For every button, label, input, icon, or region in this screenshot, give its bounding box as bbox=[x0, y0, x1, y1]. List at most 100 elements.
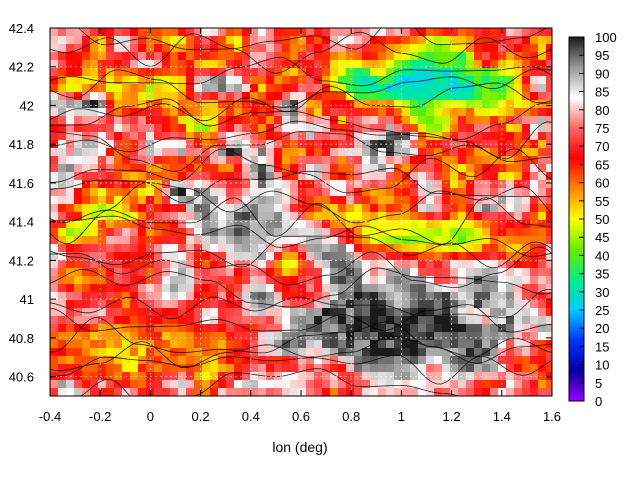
heat-cell bbox=[298, 364, 307, 373]
heat-cell bbox=[58, 316, 67, 325]
heat-cell bbox=[522, 364, 531, 373]
heat-cell bbox=[210, 220, 219, 229]
heat-cell bbox=[506, 148, 515, 157]
heat-cell bbox=[194, 76, 203, 85]
heat-cell bbox=[402, 252, 411, 261]
heat-cell bbox=[394, 380, 403, 389]
heat-cell bbox=[266, 180, 275, 189]
heat-cell bbox=[522, 308, 531, 317]
heat-cell bbox=[250, 292, 259, 301]
heat-cell bbox=[130, 332, 139, 341]
heat-cell bbox=[506, 116, 515, 125]
heat-cell bbox=[154, 124, 163, 133]
heat-cell bbox=[370, 388, 379, 396]
heat-cell bbox=[290, 308, 299, 317]
heat-cell bbox=[410, 92, 419, 101]
heat-cell bbox=[450, 188, 459, 197]
heat-cell bbox=[482, 268, 491, 277]
heat-cell bbox=[122, 172, 131, 181]
heat-cell bbox=[418, 196, 427, 205]
heat-cell bbox=[194, 60, 203, 69]
heat-cell bbox=[234, 76, 243, 85]
heat-cell bbox=[450, 60, 459, 69]
heat-cell bbox=[250, 76, 259, 85]
heat-cell bbox=[186, 284, 195, 293]
heat-cell bbox=[266, 164, 275, 173]
heat-cell bbox=[178, 68, 187, 77]
heat-cell bbox=[218, 228, 227, 237]
heat-cell bbox=[50, 164, 59, 173]
heat-cell bbox=[266, 196, 275, 205]
heat-cell bbox=[354, 364, 363, 373]
heat-cell bbox=[178, 388, 187, 396]
heat-cell bbox=[506, 164, 515, 173]
heat-cell bbox=[186, 324, 195, 333]
heat-cell bbox=[330, 172, 339, 181]
heat-cell bbox=[482, 308, 491, 317]
heat-cell bbox=[226, 268, 235, 277]
heat-cell bbox=[306, 388, 315, 396]
heat-cell bbox=[170, 204, 179, 213]
heat-cell bbox=[538, 172, 547, 181]
heat-cell bbox=[450, 276, 459, 285]
heat-cell bbox=[250, 276, 259, 285]
heat-cell bbox=[514, 332, 523, 341]
heat-cell bbox=[66, 268, 75, 277]
heat-cell bbox=[402, 68, 411, 77]
heat-cell bbox=[130, 388, 139, 396]
heat-cell bbox=[306, 260, 315, 269]
heat-cell bbox=[338, 28, 347, 37]
heat-cell bbox=[82, 292, 91, 301]
heat-cell bbox=[330, 236, 339, 245]
heat-cell bbox=[498, 356, 507, 365]
heat-cell bbox=[282, 204, 291, 213]
heat-cell bbox=[378, 340, 387, 349]
heat-cell bbox=[530, 100, 539, 109]
heat-cell bbox=[458, 372, 467, 381]
heat-cell bbox=[402, 180, 411, 189]
heat-cell bbox=[402, 108, 411, 117]
heat-cell bbox=[186, 92, 195, 101]
heat-cell bbox=[234, 204, 243, 213]
heat-cell bbox=[274, 44, 283, 53]
heat-cell bbox=[506, 364, 515, 373]
heat-cell bbox=[258, 348, 267, 357]
heat-cell bbox=[82, 172, 91, 181]
heat-cell bbox=[338, 116, 347, 125]
heat-cell bbox=[338, 84, 347, 93]
heat-cell bbox=[474, 108, 483, 117]
heat-cell bbox=[242, 164, 251, 173]
heat-cell bbox=[218, 348, 227, 357]
heat-cell bbox=[298, 188, 307, 197]
heat-cell bbox=[74, 300, 83, 309]
heat-cell bbox=[506, 28, 515, 37]
heat-cell bbox=[114, 60, 123, 69]
heat-cell bbox=[394, 100, 403, 109]
heat-cell bbox=[498, 284, 507, 293]
heat-cell bbox=[130, 60, 139, 69]
heat-cell bbox=[474, 60, 483, 69]
heat-cell bbox=[266, 116, 275, 125]
heat-cell bbox=[482, 364, 491, 373]
heat-cell bbox=[306, 220, 315, 229]
heat-cell bbox=[242, 364, 251, 373]
heat-cell bbox=[266, 292, 275, 301]
heat-cell bbox=[490, 284, 499, 293]
colorbar-tick-label: 50 bbox=[595, 212, 609, 227]
heat-cell bbox=[266, 76, 275, 85]
heat-cell bbox=[58, 308, 67, 317]
heat-cell bbox=[114, 36, 123, 45]
heat-cell bbox=[274, 196, 283, 205]
heat-cell bbox=[506, 180, 515, 189]
heat-cell bbox=[514, 44, 523, 53]
heat-cell bbox=[130, 340, 139, 349]
heat-cell bbox=[362, 388, 371, 396]
heat-cell bbox=[442, 244, 451, 253]
heat-cell bbox=[282, 324, 291, 333]
heat-cell bbox=[90, 172, 99, 181]
heat-cell bbox=[314, 124, 323, 133]
heat-cell bbox=[498, 52, 507, 61]
heat-cell bbox=[506, 292, 515, 301]
heat-cell bbox=[306, 204, 315, 213]
heat-cell bbox=[314, 204, 323, 213]
